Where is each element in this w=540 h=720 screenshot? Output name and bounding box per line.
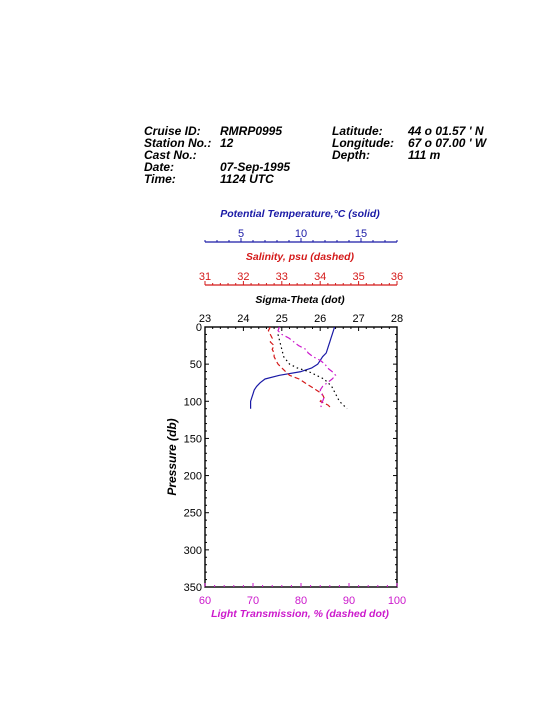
longitude-value: 67 o 07.00 ' W (408, 136, 487, 150)
tick-layer: 5 10 15 31 32 33 34 35 36 23 24 25 26 27 28 60 70 80 90 100… (184, 228, 407, 607)
latitude-label: Latitude: (332, 124, 383, 138)
salinity-tick-label: 33 (276, 271, 288, 283)
series-layer (250, 326, 348, 410)
transmission-tick-label: 70 (247, 595, 259, 607)
sigma-tick-label: 23 (199, 313, 211, 325)
temperature-tick-label: 10 (295, 228, 307, 240)
transmission-profile-line (277, 326, 337, 410)
temperature-tick-label: 15 (355, 228, 367, 240)
time-label: Time: (144, 172, 176, 186)
pressure-tick-label: 150 (184, 433, 202, 445)
station-value: 12 (220, 136, 234, 150)
sigma-tick-label: 26 (314, 313, 326, 325)
time-value: 1124 UTC (220, 172, 274, 186)
pressure-tick-label: 300 (184, 545, 202, 557)
station-label: Station No.: (144, 136, 212, 150)
cruise-id-label: Cruise ID: (144, 124, 201, 138)
pressure-axis-title: Pressure (db) (165, 418, 179, 495)
salinity-profile-line (267, 326, 333, 410)
plot-frame (204, 326, 398, 588)
sigma-tick-label: 25 (276, 313, 288, 325)
salinity-tick-label: 35 (352, 271, 364, 283)
temperature-tick-label: 5 (238, 228, 244, 240)
cruise-id-value: RMRP0995 (220, 124, 283, 138)
salinity-tick-label: 34 (314, 271, 326, 283)
sigma-profile-line (277, 334, 348, 410)
pressure-tick-label: 50 (190, 359, 202, 371)
transmission-tick-label: 90 (343, 595, 355, 607)
sigma-tick-label: 28 (391, 313, 403, 325)
transmission-tick-label: 80 (295, 595, 307, 607)
sigma-tick-label: 24 (237, 313, 249, 325)
depth-value: 111 m (408, 148, 441, 162)
transmission-axis-title: Light Transmission, % (dashed dot) (211, 608, 389, 620)
pressure-tick-label: 0 (196, 322, 202, 334)
transmission-tick-label: 100 (388, 595, 406, 607)
salinity-axis-title: Salinity, psu (dashed) (246, 251, 355, 263)
temperature-axis-title: Potential Temperature,°C (solid) (220, 208, 380, 220)
date-label: Date: (144, 160, 175, 174)
salinity-tick-label: 36 (391, 271, 403, 283)
latitude-value: 44 o 01.57 ' N (408, 124, 484, 138)
pressure-tick-label: 100 (184, 396, 202, 408)
date-value: 07-Sep-1995 (220, 160, 291, 174)
salinity-tick-label: 32 (237, 271, 249, 283)
depth-label: Depth: (332, 148, 370, 162)
cast-label: Cast No.: (144, 148, 197, 162)
sigma-tick-label: 27 (352, 313, 364, 325)
longitude-label: Longitude: (332, 136, 394, 150)
salinity-tick-label: 31 (199, 271, 211, 283)
pressure-tick-label: 350 (184, 582, 202, 594)
transmission-tick-label: 60 (199, 595, 211, 607)
pressure-tick-label: 200 (184, 471, 202, 483)
sigma-axis-title: Sigma-Theta (dot) (255, 294, 345, 306)
pressure-tick-label: 250 (184, 508, 202, 520)
temperature-profile-line (250, 326, 336, 409)
